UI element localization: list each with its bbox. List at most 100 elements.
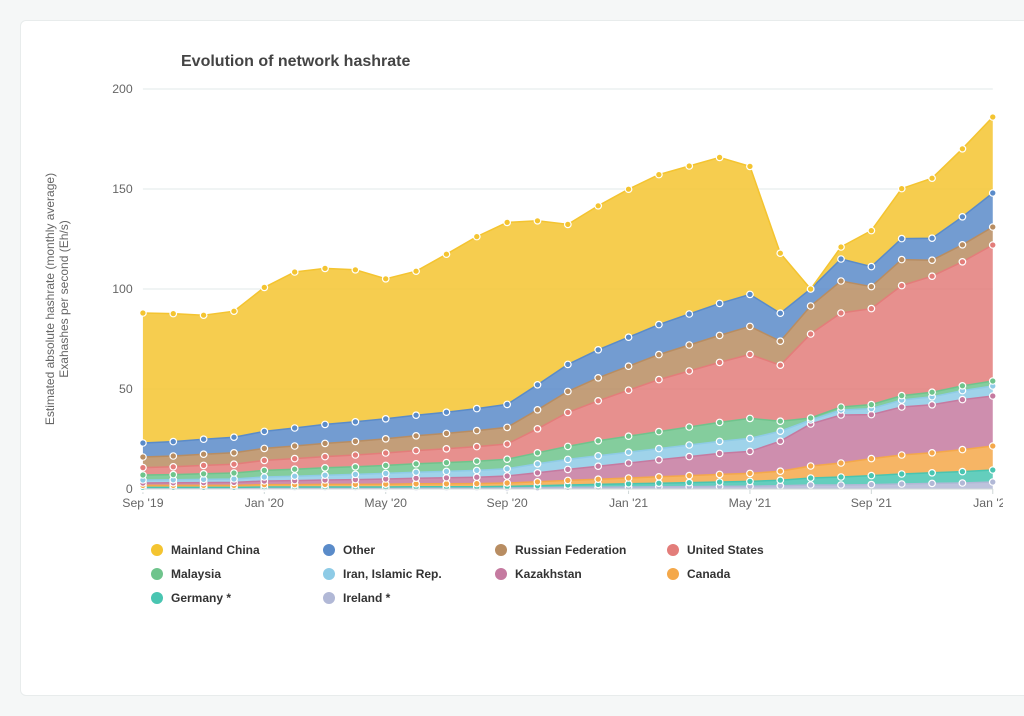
series-marker <box>716 332 723 338</box>
series-marker <box>686 342 693 348</box>
series-marker <box>170 438 177 444</box>
series-marker <box>929 257 936 263</box>
series-marker <box>929 450 936 456</box>
series-marker <box>686 453 693 459</box>
series-marker <box>747 435 754 441</box>
series-marker <box>838 278 845 284</box>
legend-item[interactable]: Malaysia <box>151 567 323 581</box>
chart-legend: Mainland ChinaOtherRussian Federation Uni… <box>151 543 1003 605</box>
series-marker <box>777 428 784 434</box>
series-marker <box>382 436 389 442</box>
legend-label: United States <box>687 543 764 557</box>
series-marker <box>656 428 663 434</box>
series-marker <box>291 425 298 431</box>
series-marker <box>716 154 723 160</box>
series-marker <box>352 419 359 425</box>
legend-item[interactable]: Russian Federation <box>495 543 667 557</box>
series-marker <box>898 452 905 458</box>
legend-swatch <box>323 568 335 580</box>
series-marker <box>898 392 905 398</box>
legend-label: Canada <box>687 567 730 581</box>
series-marker <box>807 463 814 469</box>
series-marker <box>959 396 966 402</box>
legend-swatch <box>323 544 335 556</box>
legend-item[interactable]: Germany * <box>151 591 323 605</box>
series-marker <box>413 268 420 274</box>
y-tick-label: 150 <box>112 182 133 196</box>
series-marker <box>868 455 875 461</box>
series-marker <box>777 438 784 444</box>
series-marker <box>474 480 481 486</box>
series-marker <box>413 469 420 475</box>
series-marker <box>261 445 268 451</box>
x-tick-label: May '21 <box>729 496 772 510</box>
legend-swatch <box>323 592 335 604</box>
legend-swatch <box>667 568 679 580</box>
legend-item[interactable]: Iran, Islamic Rep. <box>323 567 495 581</box>
series-marker <box>959 480 966 486</box>
series-marker <box>443 468 450 474</box>
series-marker <box>625 475 632 481</box>
series-marker <box>140 310 147 316</box>
series-marker <box>625 363 632 369</box>
series-marker <box>474 474 481 480</box>
series-marker <box>595 347 602 353</box>
series-marker <box>474 405 481 411</box>
series-marker <box>413 447 420 453</box>
series-marker <box>656 321 663 327</box>
series-marker <box>747 478 754 484</box>
series-marker <box>959 242 966 248</box>
series-marker <box>929 273 936 279</box>
series-marker <box>898 282 905 288</box>
series-marker <box>929 402 936 408</box>
series-marker <box>625 387 632 393</box>
series-marker <box>898 235 905 241</box>
y-tick-label: 50 <box>119 382 133 396</box>
series-marker <box>200 462 207 468</box>
series-marker <box>504 401 511 407</box>
series-marker <box>595 476 602 482</box>
series-marker <box>504 219 511 225</box>
series-marker <box>777 338 784 344</box>
series-marker <box>261 474 268 480</box>
series-marker <box>747 291 754 297</box>
series-marker <box>534 479 541 485</box>
series-marker <box>777 362 784 368</box>
series-marker <box>322 265 329 271</box>
series-marker <box>322 421 329 427</box>
series-marker <box>656 457 663 463</box>
series-marker <box>838 310 845 316</box>
series-marker <box>989 378 996 384</box>
series-marker <box>200 312 207 318</box>
chart-card: Evolution of network hashrate Estimated … <box>20 20 1024 696</box>
series-marker <box>898 471 905 477</box>
x-tick-label: Jan '22 <box>973 496 1003 510</box>
series-marker <box>656 445 663 451</box>
series-marker <box>777 310 784 316</box>
y-tick-label: 100 <box>112 282 133 296</box>
series-marker <box>474 233 481 239</box>
legend-item[interactable]: Ireland * <box>323 591 495 605</box>
series-marker <box>595 203 602 209</box>
series-marker <box>929 480 936 486</box>
series-marker <box>231 450 238 456</box>
legend-item[interactable]: Other <box>323 543 495 557</box>
series-marker <box>382 416 389 422</box>
series-marker <box>352 471 359 477</box>
area-chart-svg: 050100150200Sep '19Jan '20May '20Sep '20… <box>61 79 1003 519</box>
series-marker <box>534 426 541 432</box>
series-marker <box>716 479 723 485</box>
legend-item[interactable]: Mainland China <box>151 543 323 557</box>
series-marker <box>777 468 784 474</box>
series-marker <box>959 214 966 220</box>
series-marker <box>474 427 481 433</box>
legend-item[interactable]: Kazakhstan <box>495 567 667 581</box>
legend-item[interactable]: United States <box>667 543 839 557</box>
legend-swatch <box>151 568 163 580</box>
x-tick-label: Sep '19 <box>122 496 163 510</box>
series-marker <box>807 415 814 421</box>
legend-item[interactable]: Canada <box>667 567 839 581</box>
series-marker <box>807 482 814 488</box>
series-marker <box>595 453 602 459</box>
series-marker <box>777 418 784 424</box>
